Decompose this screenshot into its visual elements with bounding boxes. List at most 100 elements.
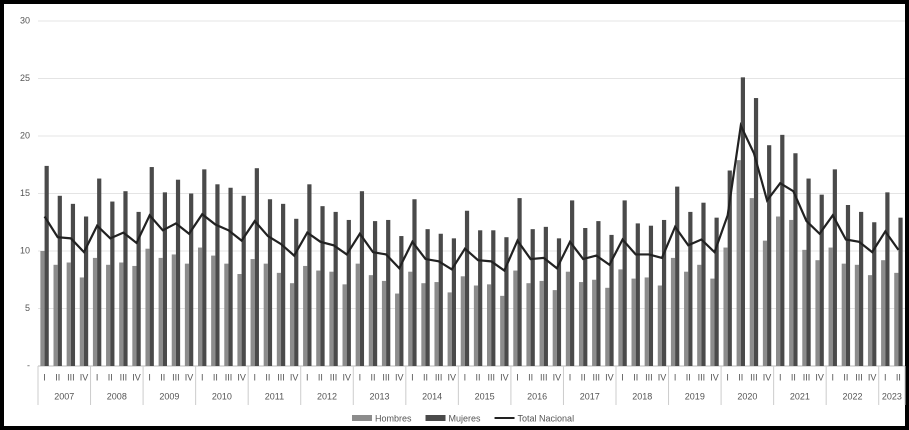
year-label: 2012 [317, 391, 337, 401]
bar [644, 277, 649, 366]
bar [776, 216, 781, 366]
bar [701, 202, 706, 366]
x-tick-label: I [201, 372, 204, 382]
x-tick-label: IV [500, 372, 509, 382]
legend-swatch [352, 415, 372, 421]
x-tick-label: III [277, 372, 285, 382]
bar [211, 255, 216, 366]
x-tick-label: IV [290, 372, 299, 382]
bar [578, 282, 584, 366]
bar [828, 247, 833, 366]
x-tick-label: III [487, 372, 495, 382]
x-tick-label: IV [710, 372, 719, 382]
x-tick-label: II [686, 372, 691, 382]
x-tick-label: I [96, 372, 99, 382]
x-tick-label: I [43, 372, 46, 382]
bar [438, 233, 443, 366]
x-tick-label: I [779, 372, 782, 382]
bar [885, 192, 890, 366]
year-label: 2023 [882, 391, 902, 401]
bar [184, 263, 190, 366]
x-tick-label: III [435, 372, 443, 382]
y-tick-label: 25 [20, 73, 30, 83]
x-tick-label: I [674, 372, 677, 382]
x-tick-label: IV [237, 372, 246, 382]
bar [688, 211, 693, 366]
bar [329, 271, 334, 366]
bar [198, 247, 203, 366]
bar [714, 217, 719, 366]
year-label: 2007 [54, 391, 74, 401]
year-label: 2009 [159, 391, 179, 401]
bar [605, 287, 610, 366]
y-tick-label: 5 [25, 303, 30, 313]
x-tick-label: IV [658, 372, 667, 382]
bar [70, 203, 76, 366]
bar [570, 200, 575, 366]
year-label: 2015 [475, 391, 495, 401]
x-tick-label: I [464, 372, 467, 382]
bar [381, 280, 387, 366]
bar [132, 265, 137, 366]
bar [736, 160, 741, 366]
bar [451, 238, 456, 366]
x-tick-label: III [382, 372, 390, 382]
bar [684, 271, 689, 366]
bar [552, 290, 557, 366]
bar [464, 210, 470, 366]
x-tick-label: IV [132, 372, 141, 382]
x-tick-label: III [172, 372, 180, 382]
x-tick-label: III [855, 372, 863, 382]
bar [372, 221, 378, 366]
bar [670, 257, 676, 366]
x-tick-label: IV [342, 372, 351, 382]
bar [368, 275, 373, 366]
bar [412, 199, 417, 366]
bar [145, 248, 150, 366]
bar [697, 264, 702, 366]
year-label: 2017 [580, 391, 600, 401]
bar [241, 195, 246, 366]
bar [307, 184, 312, 366]
bar [661, 219, 667, 366]
x-tick-label: II [896, 372, 901, 382]
y-tick-label: 10 [20, 245, 30, 255]
bar [359, 191, 365, 366]
bar [267, 199, 273, 366]
x-tick-label: I [621, 372, 624, 382]
bar [215, 184, 220, 366]
x-tick-label: I [411, 372, 414, 382]
bar [276, 272, 282, 366]
bar [872, 222, 877, 366]
y-tick-label: 20 [20, 130, 30, 140]
bar [657, 285, 662, 366]
bar [355, 263, 360, 366]
bar [119, 262, 124, 366]
x-tick-label: II [160, 372, 165, 382]
y-tick-label: 15 [20, 188, 30, 198]
bar [333, 211, 338, 366]
bar [228, 187, 233, 366]
bar [881, 260, 886, 366]
bar [342, 284, 347, 366]
bar [631, 278, 636, 366]
bar [303, 265, 308, 366]
x-tick-label: IV [80, 372, 89, 382]
x-tick-label: IV [553, 372, 562, 382]
bar [136, 211, 141, 366]
x-tick-label: I [306, 372, 309, 382]
bar [859, 211, 864, 366]
bar [749, 198, 754, 366]
bar [596, 221, 601, 366]
bar [539, 280, 544, 366]
bar [237, 274, 242, 366]
bar [97, 178, 102, 366]
year-label: 2008 [107, 391, 127, 401]
bar [434, 282, 439, 366]
bar [565, 271, 571, 366]
x-tick-label: IV [868, 372, 877, 382]
x-tick-label: IV [185, 372, 194, 382]
y-tick-label: - [27, 360, 30, 370]
bar [106, 264, 111, 366]
y-tick-label: 30 [20, 15, 30, 25]
